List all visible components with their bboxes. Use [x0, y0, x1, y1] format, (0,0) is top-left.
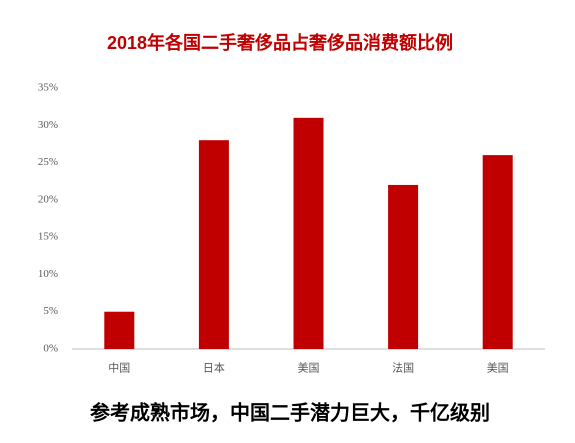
y-tick-label: 35%	[38, 82, 58, 94]
bar	[104, 311, 135, 349]
y-tick-label: 25%	[38, 156, 58, 168]
chart-title: 2018年各国二手奢侈品占奢侈品消费额比例	[107, 32, 453, 53]
x-tick-label: 中国	[108, 362, 130, 375]
bar	[388, 184, 419, 349]
caption: 参考成熟市场，中国二手潜力巨大，千亿级别	[90, 401, 490, 425]
y-tick-label: 5%	[43, 305, 58, 317]
y-tick-label: 20%	[38, 193, 58, 205]
bar	[482, 155, 513, 349]
y-tick-label: 10%	[38, 268, 58, 280]
x-tick-label: 日本	[203, 361, 225, 375]
bar	[198, 140, 229, 349]
x-tick-label: 法国	[392, 361, 414, 375]
bar	[293, 117, 324, 349]
x-tick-label: 美国	[487, 362, 509, 375]
y-tick-label: 0%	[43, 343, 58, 355]
x-tick-label: 美国	[298, 362, 320, 375]
y-tick-label: 15%	[38, 231, 58, 243]
y-tick-label: 30%	[38, 119, 58, 131]
